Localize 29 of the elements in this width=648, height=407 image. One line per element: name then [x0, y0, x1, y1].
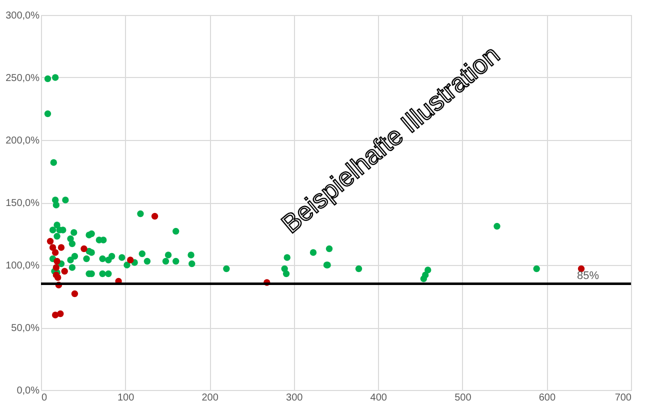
- point: [46, 238, 54, 245]
- y-tick-label: 0,0%: [16, 386, 40, 396]
- x-tick-label: 200: [202, 392, 219, 404]
- x-tick-label: 600: [538, 392, 556, 404]
- y-tick-label: 300,0%: [6, 10, 40, 22]
- point: [54, 258, 60, 265]
- x-tick-label: 500: [454, 392, 472, 404]
- y-tick-label: 250,0%: [6, 73, 40, 84]
- point: [49, 244, 56, 251]
- x-tick-label: 700: [614, 392, 632, 404]
- point: [61, 268, 68, 275]
- x-tick-label: 100: [117, 392, 135, 404]
- point: [58, 244, 65, 251]
- point: [71, 290, 78, 298]
- point: [52, 264, 60, 271]
- y-tick-label: 200,0%: [6, 136, 40, 146]
- point: [54, 274, 62, 281]
- point: [126, 256, 134, 264]
- point: [57, 310, 64, 318]
- y-tick-label: 100,0%: [6, 260, 40, 272]
- point: [151, 212, 158, 220]
- y-tick-label: 50,0%: [11, 323, 40, 334]
- y-tick-label: 150,0%: [6, 198, 40, 209]
- x-tick-label: 300: [286, 392, 304, 404]
- ref-line-label: 85%: [576, 270, 600, 282]
- x-tick-label: 0: [42, 392, 48, 404]
- point: [52, 249, 59, 256]
- x-tick-label: 400: [370, 392, 388, 404]
- point: [80, 245, 88, 252]
